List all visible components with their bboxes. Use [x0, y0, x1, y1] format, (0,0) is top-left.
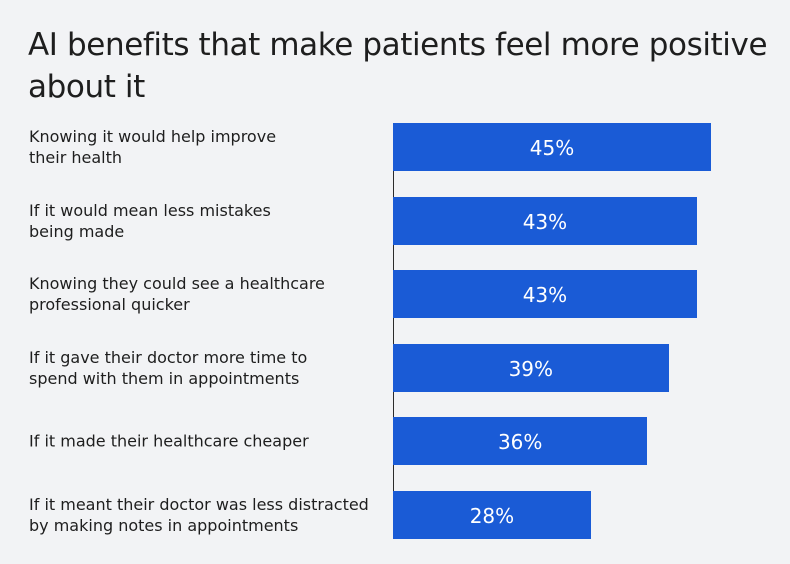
bar	[393, 343, 669, 392]
chart-title: AI benefits that make patients feel more…	[28, 27, 768, 105]
category-label: If it made their healthcare cheaper	[29, 431, 309, 451]
bar-value-label: 36%	[497, 430, 543, 455]
bar	[393, 196, 697, 245]
bar	[393, 491, 591, 539]
category-label: If it gave their doctor more time to spe…	[29, 347, 308, 388]
bar-value-label: 45%	[529, 136, 575, 160]
bar	[393, 123, 711, 171]
category-axis-line	[393, 123, 394, 539]
bar	[393, 417, 648, 466]
category-label: If it meant their doctor was less distra…	[29, 495, 369, 535]
category-label: Knowing they could see a healthcare prof…	[29, 274, 325, 315]
category-label: If it would mean less mistakes being mad…	[29, 200, 271, 241]
category-label: Knowing it would help improve their heal…	[29, 127, 277, 167]
bar-value-label: 43%	[522, 209, 568, 234]
bar	[393, 270, 697, 319]
bar-value-label: 43%	[522, 283, 568, 308]
bar-value-label: 28%	[469, 504, 515, 528]
bar-value-label: 39%	[508, 356, 554, 381]
